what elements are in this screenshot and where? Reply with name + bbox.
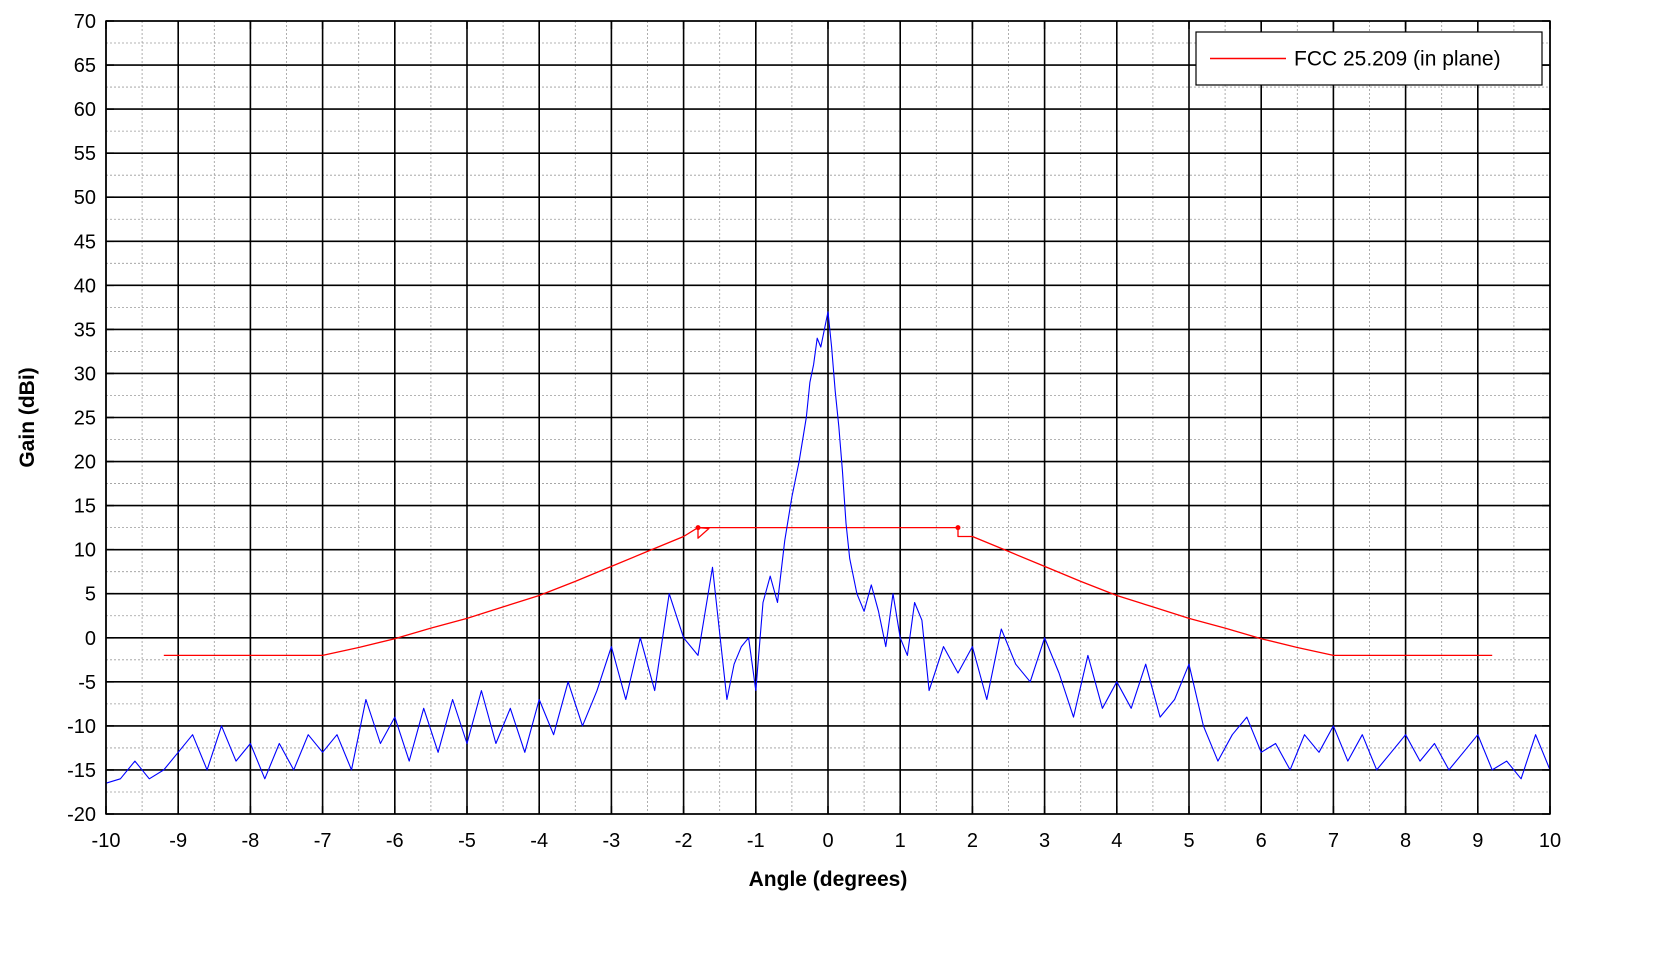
x-tick-label: -3	[603, 830, 621, 852]
x-tick-label: -4	[530, 830, 548, 852]
y-tick-label: 0	[85, 628, 96, 650]
x-tick-label: 5	[1183, 830, 1194, 852]
y-tick-label: -5	[78, 672, 96, 694]
x-tick-label: -9	[169, 830, 187, 852]
x-tick-label: -2	[675, 830, 693, 852]
y-tick-label: 10	[74, 540, 96, 562]
y-tick-label: 60	[74, 99, 96, 121]
y-tick-label: -20	[67, 804, 96, 826]
tick-marks	[105, 20, 1551, 815]
y-tick-label: -10	[67, 716, 96, 738]
y-tick-label: 65	[74, 55, 96, 77]
y-tick-label: 40	[74, 275, 96, 297]
x-tick-label: 0	[822, 830, 833, 852]
y-tick-label: 50	[74, 187, 96, 209]
x-tick-labels: -10 -9 -8 -7 -6 -5 -4 -3 -2 -1 0 1 2 3 4 5 6 7 8 9 10	[92, 830, 1562, 852]
legend: FCC 25.209 (in plane)	[1195, 31, 1543, 86]
series-layer	[105, 311, 1551, 784]
y-tick-label: 20	[74, 452, 96, 474]
x-tick-label: -10	[92, 830, 121, 852]
y-axis-label: Gain (dBi)	[16, 367, 39, 467]
y-tick-label: 15	[74, 496, 96, 518]
y-tick-label: 5	[85, 584, 96, 606]
y-tick-label: 25	[74, 408, 96, 430]
x-tick-label: 4	[1111, 830, 1122, 852]
series-line-mask	[163, 526, 1493, 657]
y-tick-labels: -20 -15 -10 -5 0 5 10 15 20 25 30 35 40 45 50 55 60 65 70	[67, 11, 96, 826]
x-axis-label: Angle (degrees)	[749, 868, 908, 891]
y-tick-label: 45	[74, 231, 96, 253]
x-tick-label: 9	[1472, 830, 1483, 852]
y-tick-label: 70	[74, 11, 96, 33]
x-tick-label: 7	[1328, 830, 1339, 852]
mask-peak-marker	[695, 525, 701, 531]
major-grid	[105, 20, 1551, 815]
x-tick-label: -7	[314, 830, 332, 852]
x-tick-label: 3	[1039, 830, 1050, 852]
y-tick-label: 55	[74, 143, 96, 165]
x-tick-label: 8	[1400, 830, 1411, 852]
mask-peak-marker	[955, 525, 961, 531]
series-line-measured	[105, 311, 1551, 784]
x-tick-label: 10	[1539, 830, 1561, 852]
y-tick-label: 35	[74, 319, 96, 341]
x-tick-label: -6	[386, 830, 404, 852]
x-tick-label: -8	[242, 830, 260, 852]
x-tick-label: 1	[895, 830, 906, 852]
legend-entry-mask: FCC 25.209 (in plane)	[1294, 48, 1501, 71]
x-tick-label: -5	[458, 830, 476, 852]
x-tick-label: -1	[747, 830, 765, 852]
y-tick-label: 30	[74, 363, 96, 385]
x-tick-label: 2	[967, 830, 978, 852]
chart-title: —	[818, 0, 839, 9]
y-tick-label: -15	[67, 760, 96, 782]
x-tick-label: 6	[1256, 830, 1267, 852]
